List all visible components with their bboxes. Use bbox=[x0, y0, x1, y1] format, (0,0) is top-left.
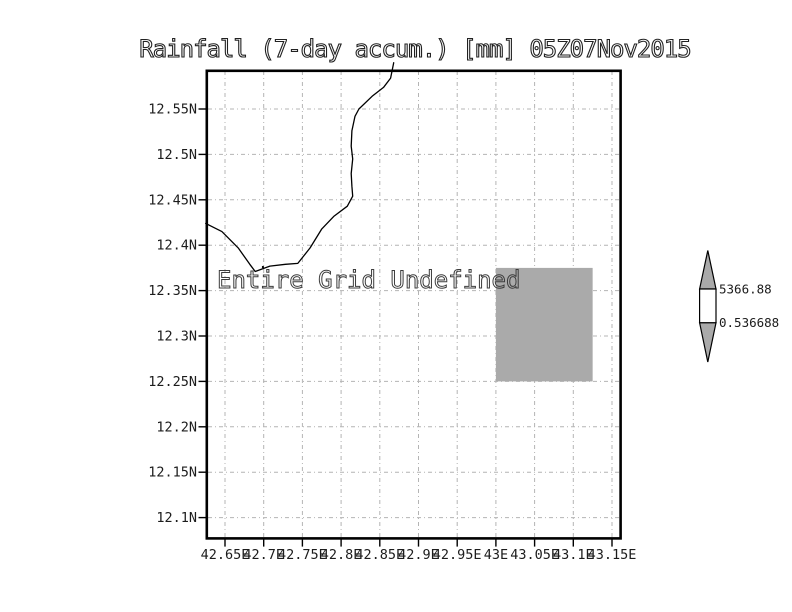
x-axis-label: 43E bbox=[484, 547, 508, 563]
x-axis-label: 43.15E bbox=[588, 547, 637, 563]
undefined-grid-notice: Entire Grid Undefined bbox=[216, 266, 521, 295]
shaded-data-cell bbox=[495, 267, 593, 382]
x-axis-label: 43.1E bbox=[553, 547, 594, 563]
colorbar-min-label: 0.536688 bbox=[719, 315, 779, 330]
islet-dot bbox=[261, 265, 265, 269]
y-axis-label: 12.3N bbox=[156, 329, 197, 345]
y-axis-label: 12.5N bbox=[156, 147, 197, 163]
plot-frame bbox=[205, 69, 622, 540]
y-axis-label: 12.15N bbox=[148, 465, 197, 481]
page-title: Rainfall (7-day accum.) [mm] 05Z07Nov201… bbox=[139, 34, 693, 63]
colorbar-mid-segment bbox=[698, 288, 717, 324]
x-axis-label: 42.75E bbox=[278, 547, 327, 563]
x-axis-label: 42.8E bbox=[321, 547, 362, 563]
y-axis-label: 12.25N bbox=[148, 374, 197, 390]
x-axis-label: 42.95E bbox=[433, 547, 482, 563]
colorbar: 5366.88 0.536688 bbox=[698, 250, 779, 363]
colorbar-max-label: 5366.88 bbox=[719, 282, 772, 297]
x-axis-label: 42.7E bbox=[243, 547, 284, 563]
colorbar-below-min-arrow bbox=[698, 322, 717, 363]
colorbar-above-max-arrow bbox=[698, 250, 717, 290]
x-axis-label: 42.9E bbox=[398, 547, 439, 563]
islet-dots bbox=[261, 265, 265, 269]
y-axis-label: 12.4N bbox=[156, 238, 197, 254]
x-axis-label: 42.65E bbox=[201, 547, 250, 563]
x-axis-label: 42.85E bbox=[355, 547, 404, 563]
y-axis-label: 12.35N bbox=[148, 283, 197, 299]
y-axis-label: 12.45N bbox=[148, 192, 197, 208]
x-axis-label: 43.05E bbox=[510, 547, 559, 563]
coastline-path bbox=[205, 62, 395, 273]
y-axis-label: 12.2N bbox=[156, 419, 197, 435]
y-axis-label: 12.1N bbox=[156, 510, 197, 526]
axis-ticks bbox=[198, 108, 613, 547]
y-axis-label: 12.55N bbox=[148, 102, 197, 118]
